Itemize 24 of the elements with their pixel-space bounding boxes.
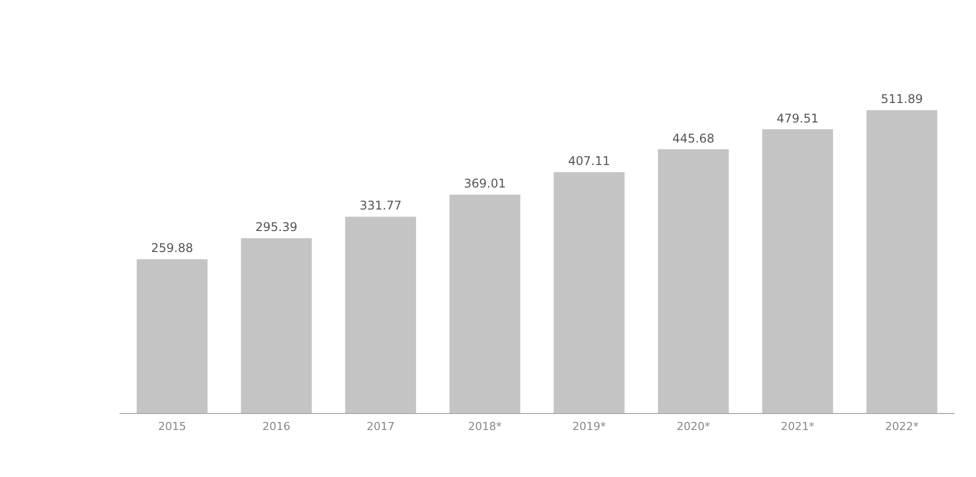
x-tick-label: 2018* <box>468 420 502 433</box>
data-label: 295.39 <box>255 220 298 234</box>
bar <box>449 194 520 413</box>
bar <box>762 129 834 413</box>
data-label: 445.68 <box>672 131 714 146</box>
data-label: 259.88 <box>151 241 194 256</box>
bar <box>136 259 208 413</box>
x-tick-label: 2015 <box>158 420 186 433</box>
bar <box>345 216 416 413</box>
x-tick-label: 2022* <box>885 420 920 433</box>
x-tick-label: 2017 <box>366 420 395 433</box>
bar <box>554 172 625 413</box>
data-label: 511.89 <box>880 92 923 106</box>
data-label: 331.77 <box>360 198 402 213</box>
bar <box>240 238 312 413</box>
bar <box>866 110 938 413</box>
data-label: 479.51 <box>776 111 819 126</box>
x-tick-label: 2016 <box>262 420 290 433</box>
x-tick-label: 2021* <box>780 420 815 433</box>
data-label: 369.01 <box>464 176 506 191</box>
x-tick-label: 2020* <box>676 420 711 433</box>
bar <box>658 149 729 413</box>
x-tick-label: 2019* <box>572 420 606 433</box>
data-label: 407.11 <box>568 154 610 168</box>
